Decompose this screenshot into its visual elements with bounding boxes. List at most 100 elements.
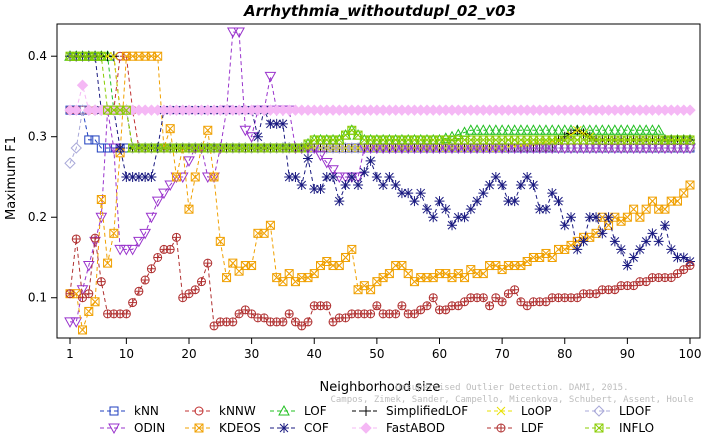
legend-item-simplifiedlof: SimplifiedLOF <box>352 404 468 418</box>
point-ldf <box>303 317 313 327</box>
point-cof <box>302 153 313 164</box>
point-cof <box>447 220 458 231</box>
x-tick-label: 20 <box>181 347 196 361</box>
point-fastabod <box>76 79 89 91</box>
point-loop <box>572 125 582 135</box>
point-cof <box>553 196 564 207</box>
point-ldf <box>541 297 551 307</box>
point-cof <box>403 188 414 199</box>
point-cof <box>634 244 645 255</box>
point-ldf <box>297 321 307 331</box>
point-kdeos <box>334 261 344 271</box>
point-odin <box>314 150 327 162</box>
point-cof <box>284 171 295 182</box>
point-ldf <box>128 298 138 308</box>
point-lof <box>652 124 665 135</box>
point-ldf <box>460 297 470 307</box>
axis-layer: 1 10 20 30 40 50 60 70 80 90 100 0.1 0.2 0.3 0.4 <box>28 49 702 361</box>
legend-marker-inflo <box>594 423 604 433</box>
legend-marker-ldof <box>593 405 605 417</box>
point-ldf <box>641 277 651 287</box>
point-cof <box>603 212 614 223</box>
point-ldf <box>203 258 213 268</box>
legend-item-ldof: LDOF <box>585 404 651 418</box>
legend-label-kdeos: KDEOS <box>219 421 261 434</box>
point-cof <box>616 244 627 255</box>
point-kdeos <box>78 325 88 335</box>
point-ldf <box>478 293 488 303</box>
point-cof <box>378 180 389 191</box>
point-lof <box>546 124 559 135</box>
point-cof <box>540 204 551 215</box>
point-cof <box>365 155 376 166</box>
point-ldf <box>522 301 532 311</box>
legend-item-cof: COF <box>270 421 329 434</box>
point-cof <box>497 180 508 191</box>
point-knn <box>84 135 94 145</box>
point-odin <box>320 157 333 169</box>
point-kdeos <box>647 196 657 206</box>
point-cof <box>584 212 595 223</box>
point-ldf <box>259 313 269 323</box>
chart-title: Arrhythmia_withoutdupl_02_v03 <box>243 2 516 20</box>
point-lof <box>515 124 527 135</box>
point-cof <box>353 180 364 191</box>
point-kdeos <box>103 258 113 268</box>
point-lof <box>521 124 534 135</box>
point-ldf <box>629 281 639 291</box>
point-cof <box>597 228 608 239</box>
point-ldf <box>441 305 451 315</box>
point-inflo <box>96 51 106 61</box>
point-lof <box>490 124 502 135</box>
point-ldf <box>666 273 676 283</box>
series-inflo <box>65 51 695 153</box>
point-lof <box>621 124 634 135</box>
legend-item-loop: LoOP <box>487 404 552 418</box>
point-cof <box>371 171 382 182</box>
point-lof <box>608 124 621 135</box>
point-cof <box>390 180 401 191</box>
point-kdeos <box>460 273 470 283</box>
point-odin <box>95 212 108 224</box>
legend-marker-odin <box>108 423 120 434</box>
point-cof <box>672 252 683 263</box>
point-cof <box>290 171 301 182</box>
point-lof <box>508 124 521 135</box>
x-tick-label: 80 <box>557 347 572 361</box>
point-cof <box>127 171 138 182</box>
point-inflo <box>121 105 131 115</box>
point-lof <box>477 124 490 135</box>
point-kdeos <box>547 252 557 262</box>
series-ldf <box>65 232 695 331</box>
point-cof <box>296 180 307 191</box>
legend-label-knnw: kNNW <box>219 404 256 418</box>
legend-marker-cof <box>279 423 289 433</box>
point-ldf <box>234 309 244 319</box>
point-kdeos <box>403 269 413 279</box>
point-odin <box>126 244 139 256</box>
point-lof <box>640 124 653 135</box>
legend-item-fastabod: FastABOD <box>352 421 445 434</box>
legend-marker-loop <box>496 406 506 416</box>
point-lof <box>627 124 640 135</box>
legend-marker-simplifiedlof <box>361 406 371 416</box>
legend-label-ldf: LDF <box>521 421 544 434</box>
legend-label-loop: LoOP <box>521 404 552 418</box>
point-kdeos <box>347 244 357 254</box>
point-ldf <box>228 317 238 327</box>
x-axis-label: Neighborhood size <box>320 380 441 395</box>
point-lof <box>483 124 496 135</box>
point-cof <box>133 171 144 182</box>
point-kdeos <box>165 124 175 134</box>
y-tick-label: 0.4 <box>28 49 47 63</box>
credit-line-2: Campos, Zimek, Sander, Campello, Micenko… <box>330 395 693 405</box>
legend-marker-fastabod <box>360 422 372 434</box>
point-kdeos <box>660 204 670 214</box>
point-ldf <box>247 309 257 319</box>
x-tick-label: 100 <box>679 347 702 361</box>
point-cof <box>315 184 326 195</box>
point-odin <box>164 180 177 192</box>
point-cof <box>628 252 639 263</box>
point-ldf <box>510 285 520 295</box>
